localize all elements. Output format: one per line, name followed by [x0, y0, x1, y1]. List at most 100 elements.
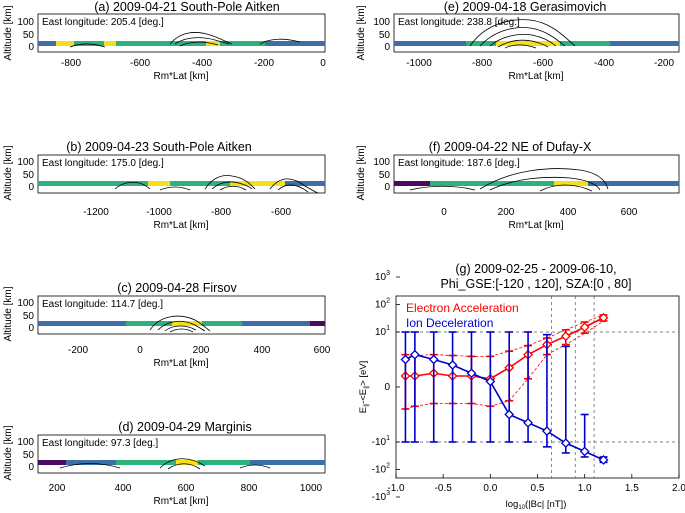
lower-envelope — [405, 320, 604, 410]
svg-text:100: 100 — [17, 17, 34, 28]
y-tick-label: -102 — [372, 463, 390, 476]
longitude-label: East longitude: 187.6 [deg.] — [398, 158, 520, 169]
data-point — [504, 409, 515, 420]
y-ticks: 100 50 0 — [17, 298, 34, 334]
altitude-contours — [69, 32, 301, 48]
svg-text:0: 0 — [320, 58, 326, 69]
svg-text:0: 0 — [28, 462, 34, 473]
data-point — [400, 354, 411, 365]
x-tick-label: 0.0 — [483, 483, 497, 494]
data-point — [428, 354, 439, 365]
svg-text:800: 800 — [241, 483, 258, 494]
x-axis-label: Rm*Lat [km] — [153, 358, 208, 369]
panel-e: (e) 2009-04-18 Gerasimovich East longitu… — [356, 0, 680, 82]
svg-text:50: 50 — [23, 30, 35, 41]
y-tick-label: 103 — [375, 270, 390, 283]
panel-a: (a) 2009-04-21 South-Pole Aitken East lo… — [3, 0, 326, 82]
color-band — [38, 460, 325, 465]
data-point — [560, 331, 571, 342]
x-ticks: -800 -600 -400 -200 0 — [61, 58, 326, 69]
x-tick-label: 0.5 — [531, 483, 545, 494]
longitude-label: East longitude: 97.3 [deg.] — [42, 438, 158, 449]
longitude-label: East longitude: 114.7 [deg.] — [42, 299, 163, 310]
data-point — [523, 417, 533, 428]
data-point — [466, 368, 477, 379]
data-point — [579, 446, 590, 457]
svg-text:100: 100 — [373, 17, 390, 28]
legend-electron: Electron Acceleration — [406, 301, 519, 315]
altitude-contours — [114, 175, 319, 194]
svg-text:50: 50 — [23, 170, 35, 181]
data-point — [560, 438, 571, 449]
series-layer — [400, 312, 609, 465]
y-axis-label: Altitude [km] — [3, 145, 14, 200]
panel-b: (b) 2009-04-23 South-Pole Aitken East lo… — [3, 140, 326, 231]
chart-title-line2: Phi_GSE:[-120 , 120], SZA:[0 , 80] — [440, 277, 631, 291]
svg-text:200: 200 — [193, 345, 210, 356]
panel-title: (b) 2009-04-23 South-Pole Aitken — [66, 140, 252, 154]
longitude-label: East longitude: 205.4 [deg.] — [42, 17, 164, 28]
x-axis-label: Rm*Lat [km] — [508, 220, 563, 231]
data-point — [598, 312, 609, 323]
x-axis-label: Rm*Lat [km] — [508, 71, 563, 82]
y-ticks: 103 102 101 0 -101 -102 -103 — [372, 270, 400, 503]
x-ticks: -1200 -1000 -800 -600 — [83, 207, 291, 218]
color-band — [394, 181, 679, 186]
y-ticks: 100 50 0 — [17, 157, 34, 193]
x-tick-label: 2.0 — [672, 483, 685, 494]
color-band — [394, 41, 679, 46]
y-tick-label: 0 — [384, 382, 390, 393]
longitude-label: East longitude: 175.0 [deg.] — [42, 158, 164, 169]
plot-frame — [395, 295, 680, 479]
series-ion — [400, 331, 609, 465]
plot-frame — [37, 434, 326, 474]
svg-text:600: 600 — [178, 483, 195, 494]
svg-text:-200: -200 — [68, 345, 88, 356]
svg-text:400: 400 — [560, 207, 577, 218]
svg-text:-1000: -1000 — [146, 207, 172, 218]
x-tick-label: -1.0 — [387, 483, 405, 494]
plot-frame — [393, 154, 680, 194]
x-ticks: -200 0 200 400 600 — [68, 345, 331, 356]
svg-text:100: 100 — [17, 298, 34, 309]
panel-d: (d) 2009-04-29 Marginis East longitude: … — [3, 420, 326, 507]
y-axis-label: Altitude [km] — [356, 145, 367, 200]
panel-f: (f) 2009-04-22 NE of Dufay-X East longit… — [356, 140, 680, 231]
y-ticks: 100 50 0 — [17, 437, 34, 473]
svg-text:400: 400 — [115, 483, 132, 494]
plot-frame — [37, 154, 326, 194]
y-ticks: 100 50 0 — [373, 17, 390, 53]
x-ticks: -1000 -800 -600 -400 -200 — [406, 58, 674, 69]
svg-text:0: 0 — [384, 182, 390, 193]
svg-text:0: 0 — [28, 182, 34, 193]
altitude-contours — [409, 168, 609, 192]
x-axis-label: Rm*Lat [km] — [153, 220, 208, 231]
y-axis-label: E∥-<E∥> [eV] — [358, 361, 370, 414]
svg-text:-800: -800 — [61, 58, 81, 69]
data-point — [598, 455, 609, 465]
svg-text:50: 50 — [379, 30, 391, 41]
x-ticks: 0 200 400 600 — [441, 207, 638, 218]
svg-text:-400: -400 — [192, 58, 212, 69]
svg-text:600: 600 — [621, 207, 638, 218]
svg-text:-600: -600 — [130, 58, 150, 69]
chart-title-line1: (g) 2009-02-25 - 2009-06-10, — [455, 262, 616, 276]
svg-text:600: 600 — [314, 345, 331, 356]
x-tick-label: -0.5 — [435, 483, 453, 494]
svg-text:50: 50 — [379, 170, 391, 181]
x-tick-label: 1.5 — [625, 483, 639, 494]
panel-title: (e) 2009-04-18 Gerasimovich — [444, 0, 607, 14]
svg-text:100: 100 — [17, 157, 34, 168]
data-point — [579, 322, 590, 333]
panel-g: (g) 2009-02-25 - 2009-06-10, Phi_GSE:[-1… — [358, 262, 685, 511]
svg-text:-600: -600 — [533, 58, 553, 69]
svg-text:0: 0 — [137, 345, 143, 356]
upper-envelope — [405, 314, 604, 357]
panel-title: (a) 2009-04-21 South-Pole Aitken — [94, 0, 280, 14]
x-ticks: 200 400 600 800 1000 — [49, 483, 323, 494]
y-axis-label: Altitude [km] — [3, 286, 14, 341]
svg-text:200: 200 — [498, 207, 515, 218]
svg-text:-200: -200 — [254, 58, 274, 69]
data-point — [409, 349, 420, 360]
